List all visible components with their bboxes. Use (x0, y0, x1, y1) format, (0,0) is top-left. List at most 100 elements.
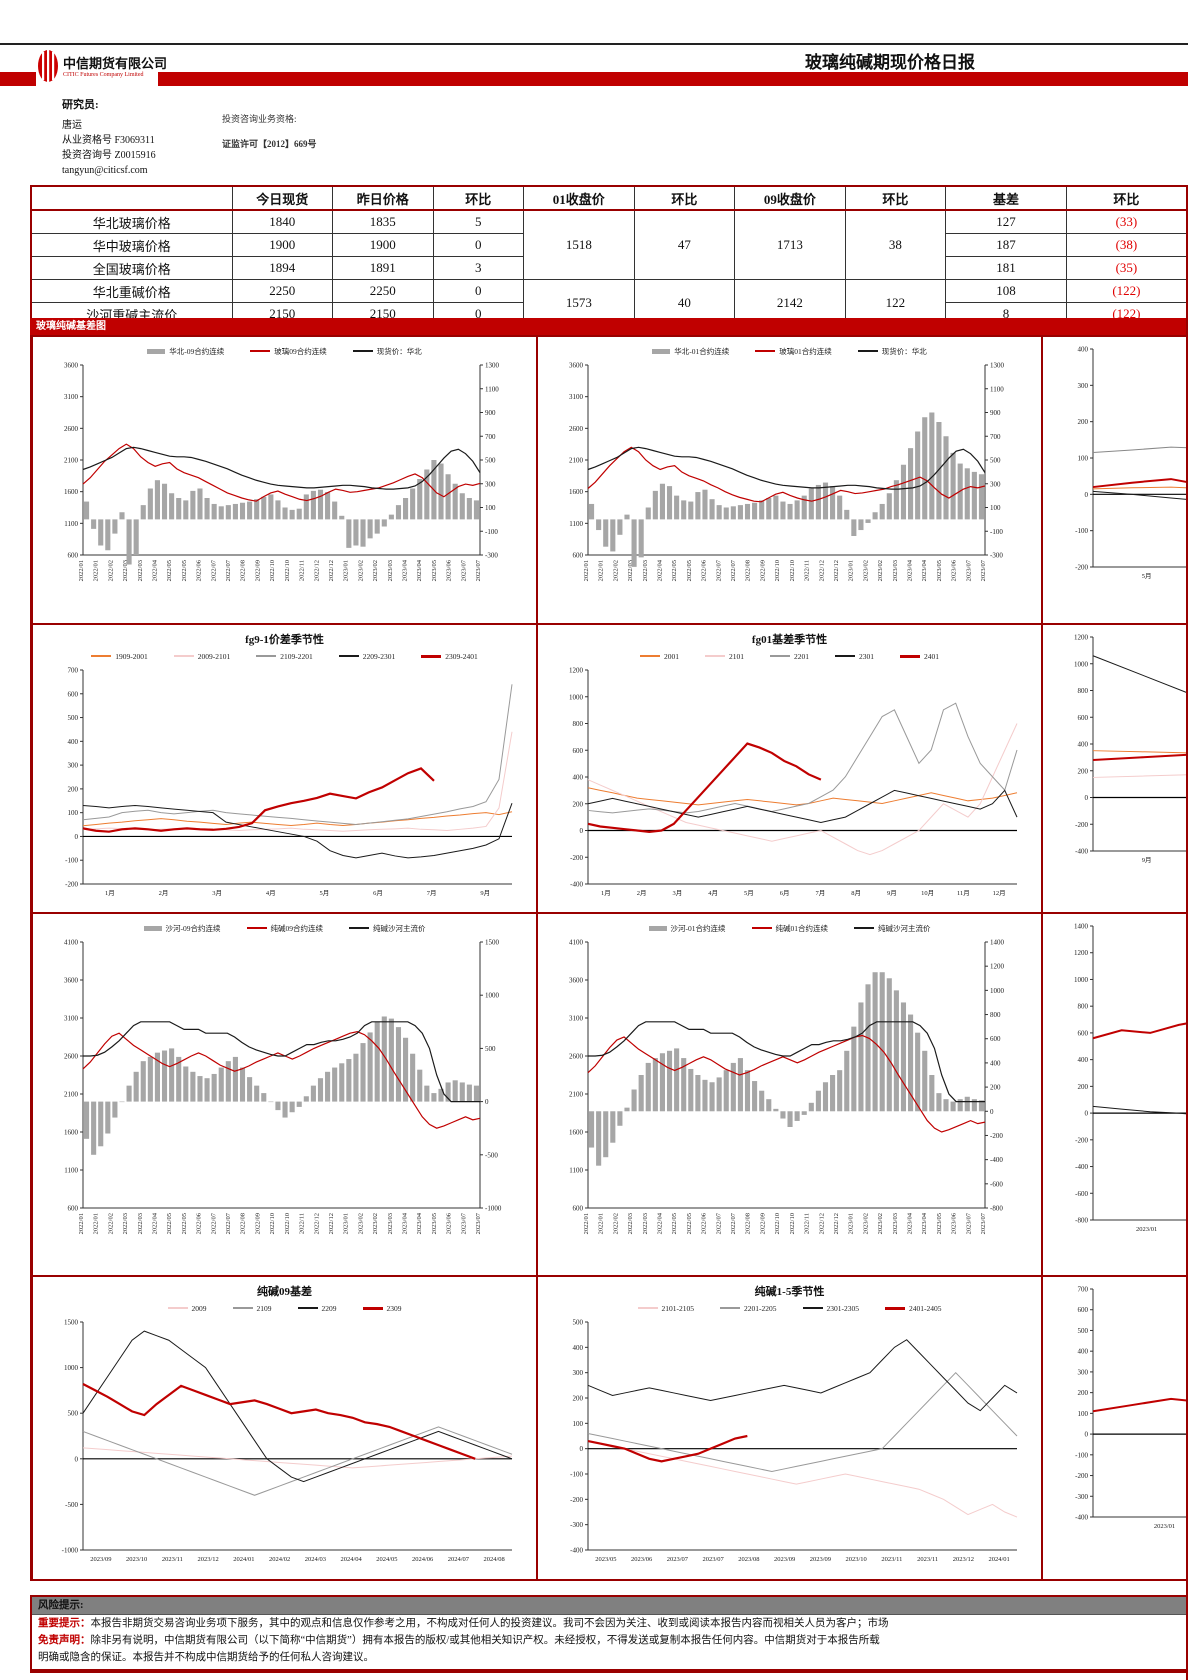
svg-text:2022/12: 2022/12 (328, 1213, 335, 1234)
svg-text:1500: 1500 (485, 939, 500, 947)
svg-text:700: 700 (990, 433, 1001, 441)
legend-item: 现货价：华北 (352, 346, 422, 357)
svg-text:0: 0 (1085, 491, 1089, 499)
svg-text:7月: 7月 (427, 889, 437, 897)
svg-text:400: 400 (68, 738, 79, 746)
svg-text:-800: -800 (990, 1205, 1003, 1213)
svg-text:3600: 3600 (64, 362, 79, 370)
svg-text:1200: 1200 (569, 667, 584, 675)
svg-text:600: 600 (68, 552, 79, 560)
cell-basis: 187 (945, 233, 1067, 257)
svg-text:2022/02: 2022/02 (612, 560, 619, 581)
svg-text:4月: 4月 (708, 889, 718, 897)
svg-text:2023/11: 2023/11 (162, 1556, 183, 1563)
legend-swatch (720, 1307, 740, 1309)
svg-text:-600: -600 (990, 1180, 1003, 1188)
svg-text:600: 600 (573, 552, 584, 560)
svg-text:2023/06: 2023/06 (446, 559, 453, 581)
cell-prev: 2250 (332, 279, 434, 303)
header-chg01: 环比 (633, 185, 736, 211)
svg-text:5月: 5月 (744, 889, 754, 897)
svg-text:3600: 3600 (569, 977, 584, 985)
svg-text:2022/12: 2022/12 (313, 1213, 320, 1234)
svg-text:-600: -600 (1075, 1190, 1088, 1198)
cell-prev: 1891 (332, 256, 434, 280)
legend-label: 玻璃09合约连续 (274, 346, 327, 356)
svg-text:2022/05: 2022/05 (166, 560, 173, 581)
cell-today: 1894 (231, 256, 334, 280)
svg-text:2022/05: 2022/05 (686, 560, 693, 581)
svg-text:1月: 1月 (601, 889, 611, 897)
svg-text:600: 600 (573, 1205, 584, 1213)
cell-basis-chg: (33) (1065, 209, 1188, 234)
legend-swatch (857, 350, 878, 352)
svg-text:2023/06: 2023/06 (631, 1556, 653, 1563)
legend-swatch (147, 348, 166, 354)
chart-plot-fg01basis: 1200 1000 800 600 400 200 0 -200 -400 1月 2月 3月 4月 5月 6… (569, 667, 1018, 897)
chart-title-fg01basis: fg01基差季节性 (751, 634, 828, 646)
legend-swatch (256, 655, 277, 657)
legend-item: 华北-09合约连续 (147, 346, 224, 357)
svg-text:3月: 3月 (212, 889, 222, 897)
svg-text:-400: -400 (570, 1547, 583, 1555)
logo-text-en: CITIC Futures Company Limited (63, 72, 144, 78)
svg-text:1100: 1100 (64, 520, 78, 528)
svg-text:2022/10: 2022/10 (774, 560, 781, 581)
svg-text:2024/01: 2024/01 (988, 1556, 1009, 1563)
svg-text:2022/12: 2022/12 (818, 560, 825, 581)
chart-title-fg91: fg9-1价差季节性 (245, 634, 324, 646)
svg-text:2022/08: 2022/08 (240, 560, 247, 581)
legend-item: 纯碱01合约连续 (751, 923, 828, 934)
svg-text:-1000: -1000 (62, 1547, 79, 1555)
svg-text:300: 300 (1078, 1368, 1089, 1376)
disclaimer-text-3: 明确或隐含的保证。本报告并不构成中信期货给予的任何私人咨询建议。 (38, 1652, 374, 1663)
page-title: 玻璃纯碱期现价格日报 (805, 53, 975, 72)
svg-text:-800: -800 (1075, 1217, 1088, 1225)
svg-text:2022/10: 2022/10 (789, 1213, 796, 1234)
svg-text:2022/10: 2022/10 (269, 1213, 276, 1234)
svg-text:1100: 1100 (64, 1167, 78, 1175)
svg-text:2024/05: 2024/05 (376, 1556, 397, 1563)
legend-label: 沙河-09合约连续 (165, 923, 221, 933)
svg-text:1100: 1100 (569, 1167, 583, 1175)
svg-text:2022/03: 2022/03 (137, 1213, 144, 1234)
svg-text:400: 400 (1078, 1056, 1089, 1064)
svg-text:2100: 2100 (64, 457, 79, 465)
disclaimer-label-2: 免责声明： (38, 1635, 91, 1646)
svg-text:2023/01: 2023/01 (1154, 1523, 1175, 1530)
chart-row-2: fg9-1价差季节性 1909-2001 2009-2101 2109-2201 220… (33, 625, 1188, 914)
legend-label: 现货价：华北 (881, 346, 927, 356)
legend-item: 2309 (362, 1304, 402, 1313)
legend-swatch (835, 655, 855, 657)
svg-text:0: 0 (75, 833, 79, 841)
svg-text:2023/07: 2023/07 (667, 1556, 689, 1563)
chart-plot-soda15: 500 400 300 200 100 0 -100 -200 -300 -400 2023/05 2… (570, 1319, 1018, 1563)
chart-plot-r3right: 1400 1200 1000 800 600 400 200 0 -200 -400 -600 -80… (1074, 923, 1188, 1233)
svg-text:6月: 6月 (373, 889, 383, 897)
svg-text:2023/01: 2023/01 (343, 560, 350, 581)
svg-text:2600: 2600 (569, 1053, 584, 1061)
researcher-email: tangyun@citicsf.com (62, 165, 148, 176)
svg-text:400: 400 (1078, 1348, 1089, 1356)
cell-today: 1840 (231, 209, 334, 234)
svg-text:4100: 4100 (569, 939, 584, 947)
chart-title-soda09basis: 纯碱09基差 (257, 1286, 312, 1298)
svg-text:1000: 1000 (485, 992, 500, 1000)
legend-swatch (167, 1307, 188, 1309)
svg-text:2023/02: 2023/02 (862, 560, 869, 581)
cell-chg: 0 (432, 233, 525, 257)
svg-text:2022/06: 2022/06 (196, 1212, 203, 1234)
header-basis-chg: 环比 (1065, 185, 1188, 211)
legend-item: 2009-2101 (173, 652, 230, 661)
legend-label: 纯碱09合约连续 (270, 923, 324, 933)
legend-swatch (755, 350, 776, 352)
svg-text:2022/06: 2022/06 (701, 559, 708, 581)
chart-plot-glass01: 3600 3100 2600 2100 1600 1100 600 1300 1100 900 70… (569, 362, 1005, 582)
svg-text:2022/08: 2022/08 (240, 1213, 247, 1234)
svg-text:2023/03: 2023/03 (892, 1213, 899, 1234)
researcher-info: 唐运 从业资格号 F3069311 投资咨询号 Z0015916 tangyun… (62, 118, 156, 178)
chart-plot-soda09: 4100 3600 3100 2600 2100 1600 1100 600 1500 1000 5… (64, 939, 502, 1235)
legend-swatch (637, 1307, 658, 1309)
svg-text:2024/02: 2024/02 (269, 1556, 290, 1563)
svg-text:300: 300 (485, 480, 496, 488)
